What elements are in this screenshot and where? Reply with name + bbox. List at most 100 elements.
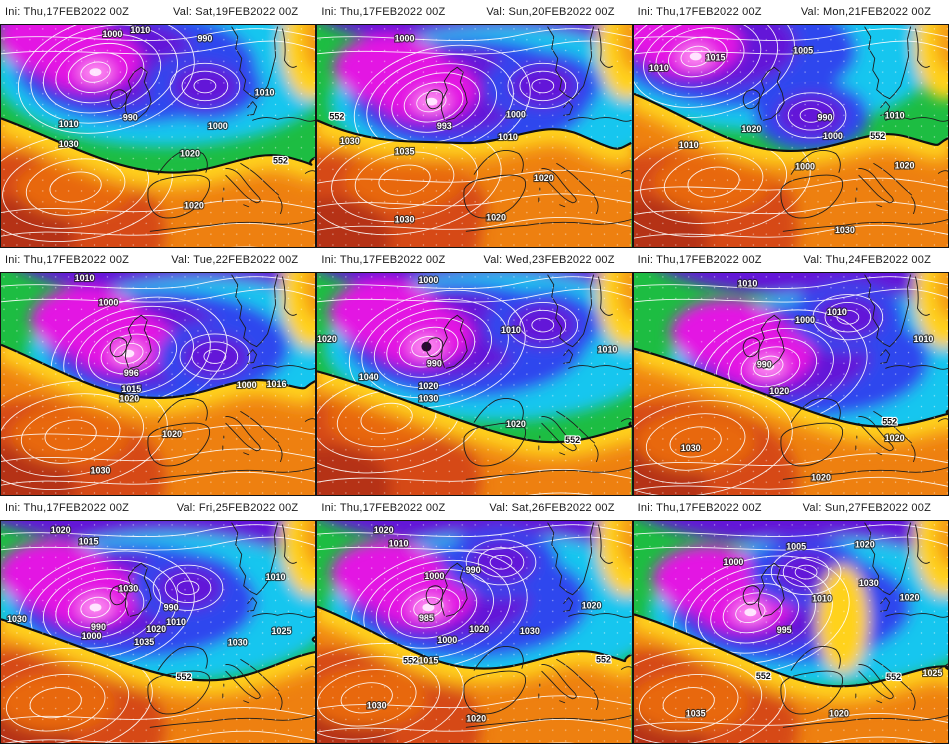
svg-text:1020: 1020 bbox=[374, 525, 394, 535]
weather-map: 1005 1000 1020 1030 1010 1020 995 552 552 1035 102… bbox=[632, 520, 949, 744]
forecast-panel-1: Ini: Thu,17FEB2022 00Z Val: Sat,19FEB202… bbox=[0, 0, 317, 248]
svg-text:1020: 1020 bbox=[119, 394, 139, 404]
svg-text:1000: 1000 bbox=[208, 121, 228, 131]
svg-text:1035: 1035 bbox=[134, 637, 154, 647]
svg-text:552: 552 bbox=[870, 131, 885, 141]
panel-header: Ini: Thu,17FEB2022 00Z Val: Sun,20FEB202… bbox=[316, 0, 633, 24]
svg-text:1015: 1015 bbox=[121, 384, 141, 394]
valid-time-label: Val: Sat,19FEB2022 00Z bbox=[173, 6, 299, 18]
svg-text:552: 552 bbox=[886, 672, 901, 682]
svg-text:995: 995 bbox=[776, 625, 791, 635]
valid-time-label: Val: Wed,23FEB2022 00Z bbox=[483, 254, 615, 266]
svg-text:552: 552 bbox=[566, 435, 581, 445]
svg-text:1030: 1030 bbox=[118, 584, 138, 594]
svg-text:1020: 1020 bbox=[184, 201, 204, 211]
svg-text:1020: 1020 bbox=[180, 149, 200, 159]
svg-text:552: 552 bbox=[596, 655, 611, 665]
svg-text:1030: 1030 bbox=[419, 394, 439, 404]
panel-header: Ini: Thu,17FEB2022 00Z Val: Tue,22FEB202… bbox=[0, 248, 317, 272]
svg-text:1020: 1020 bbox=[811, 472, 831, 482]
svg-text:1020: 1020 bbox=[506, 419, 526, 429]
valid-time-label: Val: Sun,20FEB2022 00Z bbox=[486, 6, 615, 18]
svg-text:1000: 1000 bbox=[823, 131, 843, 141]
svg-text:552: 552 bbox=[882, 416, 897, 426]
svg-text:990: 990 bbox=[817, 112, 832, 122]
svg-text:1035: 1035 bbox=[685, 709, 705, 719]
svg-text:1000: 1000 bbox=[438, 635, 458, 645]
panel-header: Ini: Thu,17FEB2022 00Z Val: Sat,19FEB202… bbox=[0, 0, 317, 24]
weather-map: 1000 1010 990 1010 990 1010 1030 1000 1020 552 102… bbox=[0, 24, 317, 248]
svg-text:1020: 1020 bbox=[829, 709, 849, 719]
svg-text:1010: 1010 bbox=[75, 273, 95, 283]
svg-text:1020: 1020 bbox=[486, 213, 506, 223]
svg-text:1010: 1010 bbox=[649, 63, 669, 73]
svg-text:1035: 1035 bbox=[395, 147, 415, 157]
svg-text:1020: 1020 bbox=[741, 124, 761, 134]
forecast-panel-2: Ini: Thu,17FEB2022 00Z Val: Sun,20FEB202… bbox=[316, 0, 633, 248]
svg-text:1020: 1020 bbox=[470, 624, 490, 634]
panel-header: Ini: Thu,17FEB2022 00Z Val: Wed,23FEB202… bbox=[316, 248, 633, 272]
svg-text:552: 552 bbox=[273, 156, 288, 166]
svg-text:990: 990 bbox=[164, 602, 179, 612]
valid-time-label: Val: Sun,27FEB2022 00Z bbox=[802, 502, 931, 514]
svg-text:1010: 1010 bbox=[266, 572, 286, 582]
svg-text:1030: 1030 bbox=[7, 614, 27, 624]
svg-text:1000: 1000 bbox=[795, 315, 815, 325]
svg-text:1025: 1025 bbox=[272, 626, 292, 636]
svg-text:552: 552 bbox=[403, 655, 418, 665]
svg-text:1000: 1000 bbox=[82, 631, 102, 641]
svg-text:990: 990 bbox=[91, 622, 106, 632]
svg-text:990: 990 bbox=[757, 359, 772, 369]
forecast-panel-9: Ini: Thu,17FEB2022 00Z Val: Sun,27FEB202… bbox=[632, 496, 949, 744]
init-time-label: Ini: Thu,17FEB2022 00Z bbox=[637, 6, 762, 18]
svg-text:1030: 1030 bbox=[340, 136, 360, 146]
init-time-label: Ini: Thu,17FEB2022 00Z bbox=[5, 6, 130, 18]
svg-text:1030: 1030 bbox=[59, 139, 79, 149]
svg-text:985: 985 bbox=[419, 613, 434, 623]
init-time-label: Ini: Thu,17FEB2022 00Z bbox=[321, 502, 446, 514]
svg-text:1020: 1020 bbox=[317, 334, 337, 344]
valid-time-label: Val: Fri,25FEB2022 00Z bbox=[176, 502, 299, 514]
svg-text:1030: 1030 bbox=[858, 578, 878, 588]
svg-text:1010: 1010 bbox=[255, 88, 275, 98]
weather-map: 1000 552 1030 1035 993 1000 1010 1020 1030 1020 bbox=[316, 24, 633, 248]
svg-text:1010: 1010 bbox=[501, 325, 521, 335]
svg-text:1020: 1020 bbox=[884, 433, 904, 443]
init-time-label: Ini: Thu,17FEB2022 00Z bbox=[321, 254, 446, 266]
forecast-panel-3: Ini: Thu,17FEB2022 00Z Val: Mon,21FEB202… bbox=[632, 0, 949, 248]
forecast-panel-6: Ini: Thu,17FEB2022 00Z Val: Thu,24FEB202… bbox=[632, 248, 949, 496]
forecast-panel-4: Ini: Thu,17FEB2022 00Z Val: Tue,22FEB202… bbox=[0, 248, 317, 496]
init-time-label: Ini: Thu,17FEB2022 00Z bbox=[5, 502, 130, 514]
svg-text:1030: 1030 bbox=[228, 638, 248, 648]
svg-text:1016: 1016 bbox=[267, 379, 287, 389]
panel-header: Ini: Thu,17FEB2022 00Z Val: Thu,24FEB202… bbox=[632, 248, 949, 272]
svg-text:1010: 1010 bbox=[812, 594, 832, 604]
svg-text:1010: 1010 bbox=[827, 307, 847, 317]
svg-text:1010: 1010 bbox=[498, 132, 518, 142]
panel-header: Ini: Thu,17FEB2022 00Z Val: Sun,27FEB202… bbox=[632, 496, 949, 520]
svg-text:1005: 1005 bbox=[793, 46, 813, 56]
valid-time-label: Val: Mon,21FEB2022 00Z bbox=[800, 6, 931, 18]
svg-text:1020: 1020 bbox=[162, 429, 182, 439]
svg-text:990: 990 bbox=[427, 358, 442, 368]
svg-text:1000: 1000 bbox=[723, 557, 743, 567]
svg-text:1030: 1030 bbox=[680, 443, 700, 453]
forecast-panel-5: Ini: Thu,17FEB2022 00Z Val: Wed,23FEB202… bbox=[316, 248, 633, 496]
svg-text:1020: 1020 bbox=[769, 386, 789, 396]
svg-text:1030: 1030 bbox=[835, 225, 855, 235]
svg-text:552: 552 bbox=[177, 672, 192, 682]
svg-text:990: 990 bbox=[466, 565, 481, 575]
panel-header: Ini: Thu,17FEB2022 00Z Val: Sat,26FEB202… bbox=[316, 496, 633, 520]
svg-text:1020: 1020 bbox=[894, 160, 914, 170]
svg-text:1000: 1000 bbox=[425, 571, 445, 581]
svg-text:1020: 1020 bbox=[146, 624, 166, 634]
svg-text:1015: 1015 bbox=[705, 52, 725, 62]
svg-text:1010: 1010 bbox=[884, 110, 904, 120]
svg-text:1000: 1000 bbox=[395, 34, 415, 44]
svg-text:1030: 1030 bbox=[91, 465, 111, 475]
valid-time-label: Val: Thu,24FEB2022 00Z bbox=[803, 254, 931, 266]
svg-text:1030: 1030 bbox=[395, 214, 415, 224]
